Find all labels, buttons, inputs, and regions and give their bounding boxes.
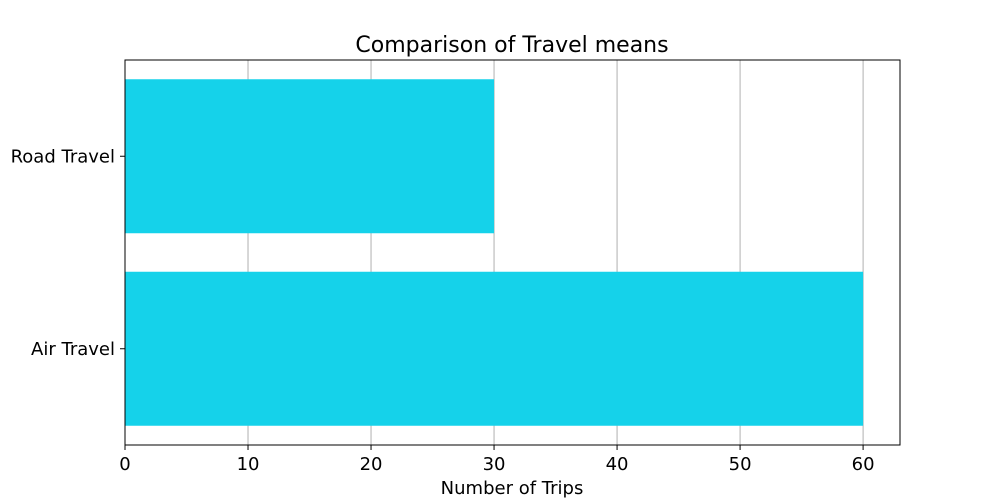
x-tick-label-30: 30 bbox=[483, 454, 506, 475]
x-axis-label: Number of Trips bbox=[441, 478, 584, 499]
bar-road-travel bbox=[125, 79, 495, 234]
x-tick-label-20: 20 bbox=[360, 454, 383, 475]
x-tick-label-40: 40 bbox=[606, 454, 629, 475]
plot-frame bbox=[124, 59, 901, 446]
y-tick-label-air-travel: Air Travel bbox=[31, 339, 115, 360]
x-tick-label-10: 10 bbox=[237, 454, 260, 475]
chart-title: Comparison of Travel means bbox=[355, 33, 668, 58]
bars-layer bbox=[125, 79, 864, 426]
y-tick-label-road-travel: Road Travel bbox=[11, 146, 115, 167]
bar-air-travel bbox=[125, 271, 864, 426]
y-axis-ticks: Air Travel Road Travel bbox=[11, 146, 125, 360]
x-tick-label-50: 50 bbox=[729, 454, 752, 475]
x-tick-label-0: 0 bbox=[119, 454, 130, 475]
x-axis-ticks: 0 10 20 30 40 50 60 bbox=[119, 445, 875, 475]
x-tick-label-60: 60 bbox=[852, 454, 875, 475]
